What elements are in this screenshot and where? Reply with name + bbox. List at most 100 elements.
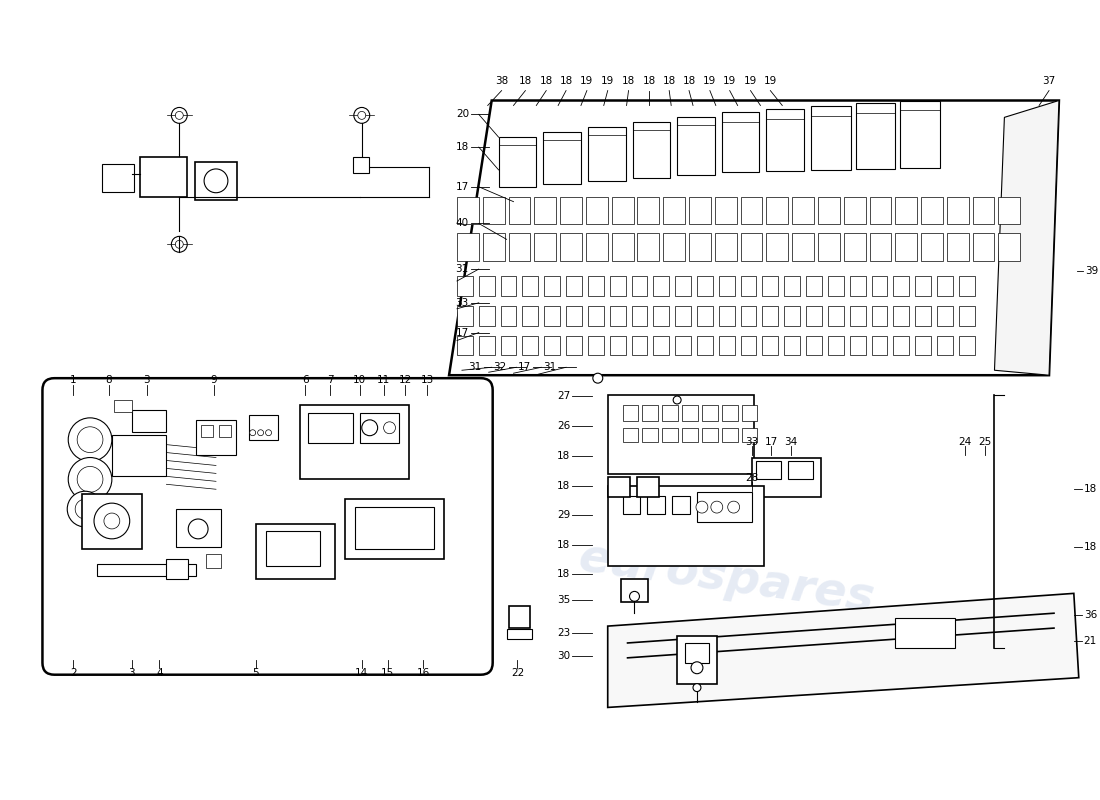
Text: 31: 31 xyxy=(455,264,469,274)
Bar xyxy=(715,234,737,261)
Bar xyxy=(456,197,478,225)
Bar xyxy=(478,335,495,355)
Bar xyxy=(915,276,931,296)
Bar xyxy=(456,306,473,326)
Bar xyxy=(702,405,718,421)
Polygon shape xyxy=(994,101,1059,375)
Text: 8: 8 xyxy=(106,375,112,385)
Bar xyxy=(915,306,931,326)
Bar xyxy=(697,306,713,326)
Bar xyxy=(623,496,640,514)
Bar xyxy=(196,420,235,454)
Bar xyxy=(587,306,604,326)
Bar xyxy=(762,306,779,326)
Bar xyxy=(255,524,336,578)
Bar xyxy=(921,197,943,225)
Circle shape xyxy=(68,458,112,501)
Bar xyxy=(959,306,975,326)
Bar xyxy=(544,335,560,355)
Bar xyxy=(638,197,659,225)
Bar xyxy=(653,276,669,296)
Bar xyxy=(586,197,607,225)
Bar xyxy=(355,507,434,549)
Bar xyxy=(757,462,781,479)
Bar xyxy=(508,606,530,628)
Text: 11: 11 xyxy=(377,375,390,385)
Bar xyxy=(722,428,738,442)
Text: 29: 29 xyxy=(557,510,570,520)
Circle shape xyxy=(67,491,103,527)
Circle shape xyxy=(77,466,103,492)
Bar xyxy=(806,306,822,326)
Bar xyxy=(620,578,648,602)
Bar xyxy=(869,197,891,225)
Bar xyxy=(609,306,626,326)
Text: 18: 18 xyxy=(557,569,570,578)
Bar xyxy=(937,335,953,355)
Bar xyxy=(176,509,221,546)
Text: 24: 24 xyxy=(958,437,971,446)
Circle shape xyxy=(172,107,187,123)
Bar xyxy=(500,306,517,326)
Text: 6: 6 xyxy=(301,375,309,385)
Bar xyxy=(587,127,626,181)
Text: 32: 32 xyxy=(493,362,507,372)
Bar xyxy=(623,405,638,421)
Text: 27: 27 xyxy=(557,391,570,401)
Bar xyxy=(607,486,764,566)
Text: 19: 19 xyxy=(601,76,614,86)
Text: 19: 19 xyxy=(744,76,757,86)
Text: 25: 25 xyxy=(978,437,991,446)
Text: 10: 10 xyxy=(353,375,366,385)
Bar xyxy=(682,428,698,442)
Ellipse shape xyxy=(277,540,307,555)
Text: 33: 33 xyxy=(745,437,758,446)
Text: 34: 34 xyxy=(784,437,798,446)
Bar xyxy=(741,405,758,421)
Text: 3: 3 xyxy=(129,668,135,678)
Bar xyxy=(678,636,717,684)
Bar xyxy=(612,234,634,261)
Bar xyxy=(631,306,648,326)
Bar xyxy=(806,276,822,296)
Bar xyxy=(740,234,762,261)
Text: 31: 31 xyxy=(469,362,482,372)
Bar xyxy=(195,162,236,200)
Text: 15: 15 xyxy=(381,668,394,678)
Bar xyxy=(871,276,888,296)
Bar xyxy=(895,618,955,648)
Text: 18: 18 xyxy=(560,76,573,86)
Bar xyxy=(828,335,844,355)
Text: 19: 19 xyxy=(763,76,777,86)
Bar xyxy=(959,276,975,296)
Bar xyxy=(249,415,278,440)
Bar xyxy=(483,197,505,225)
Bar xyxy=(675,335,691,355)
Bar xyxy=(535,197,557,225)
Bar xyxy=(132,410,166,432)
Circle shape xyxy=(358,111,365,119)
Text: 7: 7 xyxy=(327,375,333,385)
Circle shape xyxy=(68,418,112,462)
Bar xyxy=(740,306,757,326)
Bar xyxy=(751,458,821,497)
Text: 20: 20 xyxy=(455,110,469,119)
Circle shape xyxy=(205,169,228,193)
Bar xyxy=(543,132,581,184)
Bar xyxy=(662,405,678,421)
Bar xyxy=(544,276,560,296)
Circle shape xyxy=(673,396,681,404)
Bar xyxy=(895,197,917,225)
Bar xyxy=(586,234,607,261)
Bar xyxy=(353,157,369,173)
Text: 33: 33 xyxy=(455,298,469,308)
Bar xyxy=(715,197,737,225)
Text: 18: 18 xyxy=(1084,484,1097,494)
Bar xyxy=(544,306,560,326)
Text: 17: 17 xyxy=(455,327,469,338)
FancyBboxPatch shape xyxy=(43,378,493,674)
Circle shape xyxy=(354,107,370,123)
Bar xyxy=(871,306,888,326)
Text: 39: 39 xyxy=(1085,266,1098,276)
Bar xyxy=(507,629,532,639)
